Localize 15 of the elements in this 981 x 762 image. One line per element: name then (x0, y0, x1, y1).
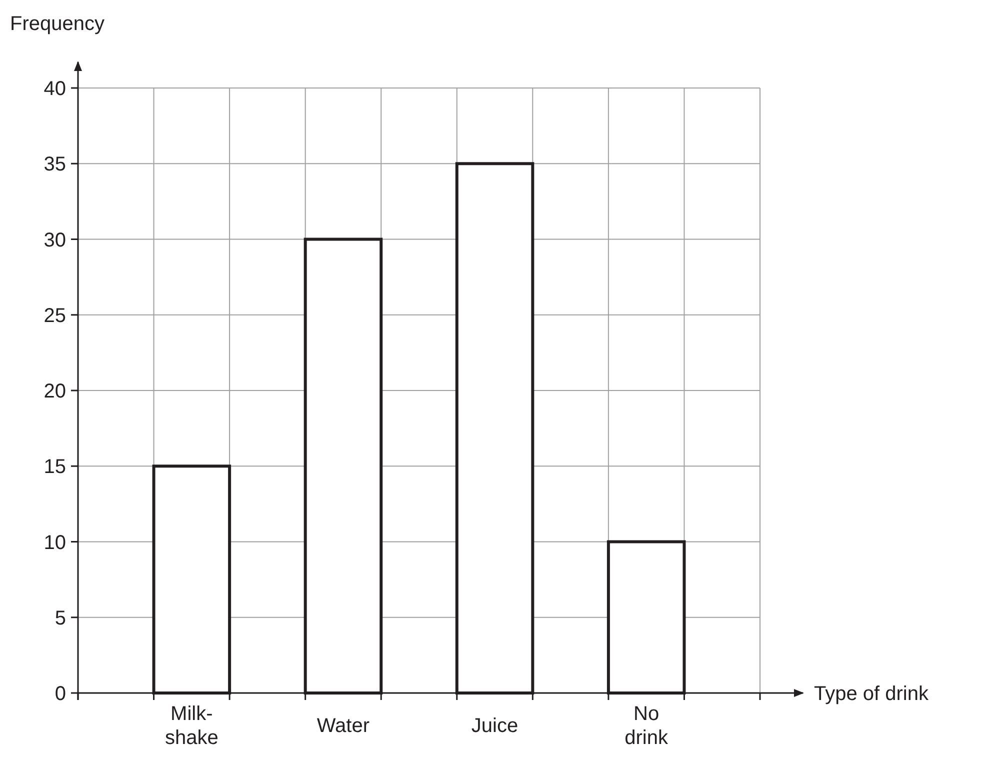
y-tick-label: 5 (54, 607, 66, 630)
y-tick-label: 0 (54, 683, 66, 705)
x-axis-title: Type of drink (814, 683, 930, 705)
y-tick-label: 20 (44, 380, 66, 402)
y-tick-label: 40 (44, 78, 66, 100)
x-tick-label: Milk- shake (164, 703, 218, 749)
y-tick-label: 30 (44, 229, 66, 252)
x-tick-label: Juice (471, 715, 518, 737)
x-tick-label: No drink (624, 703, 670, 749)
x-tick-label: Water (316, 715, 370, 737)
y-tick-label: 10 (44, 532, 66, 554)
y-tick-label: 15 (44, 456, 66, 478)
y-axis-title: Frequency (10, 13, 104, 35)
y-tick-label: 35 (44, 154, 66, 176)
y-tick-label: 25 (44, 304, 66, 327)
